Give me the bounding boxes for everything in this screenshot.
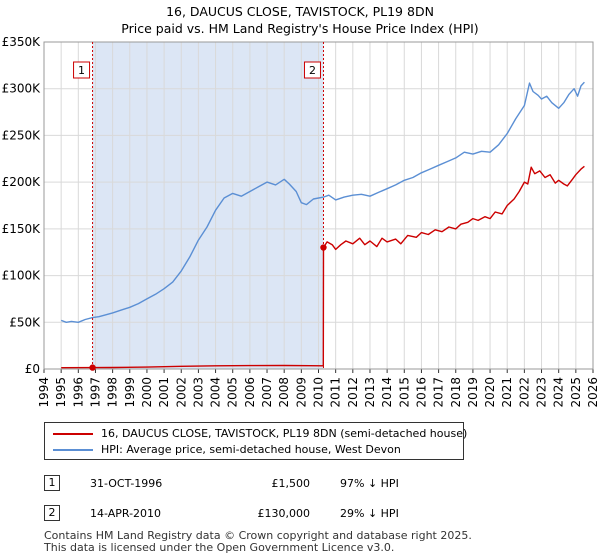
chart-area: £0 £50K £100K £150K £200K £250K £300K £350K 1994… — [2, 35, 600, 408]
sale-price: £130,000 — [257, 507, 311, 520]
y-tick-label: £0 — [25, 362, 40, 376]
x-tick-label: 2022 — [517, 377, 531, 408]
sale-hpi-comparison: 97% ↓ HPI — [340, 477, 399, 490]
y-tick-label: £150K — [2, 222, 42, 236]
x-tick-label: 1994 — [37, 377, 51, 408]
sale-point — [320, 244, 327, 251]
footer-line-2: This data is licensed under the Open Gov… — [44, 541, 395, 554]
sale-marker-label: 1 — [78, 64, 85, 77]
hpi-series-line — [60, 81, 585, 323]
sale-hpi-comparison: 29% ↓ HPI — [340, 507, 399, 520]
x-tick-label: 2008 — [277, 377, 291, 408]
sale-number: 2 — [44, 505, 60, 521]
x-tick-label: 2000 — [140, 377, 154, 408]
sale-marker-box — [73, 61, 91, 79]
x-tick-label: 2002 — [174, 377, 188, 408]
y-tick-label: £350K — [2, 35, 42, 49]
x-tick-label: 1996 — [71, 377, 85, 408]
x-tick-label: 1995 — [54, 377, 68, 408]
x-tick-label: 2010 — [312, 377, 326, 408]
x-tick-label: 2009 — [294, 377, 308, 408]
x-tick-label: 2013 — [363, 377, 377, 408]
sale-point — [89, 364, 96, 371]
x-tick-label: 2001 — [157, 377, 171, 408]
legend-swatch-red — [53, 433, 93, 435]
x-tick-label: 2021 — [500, 377, 514, 408]
x-tick-label: 2026 — [586, 377, 600, 408]
x-tick-label: 2011 — [329, 377, 343, 408]
sale-marker-label: 2 — [309, 64, 316, 77]
x-tick-label: 2016 — [414, 377, 428, 408]
x-tick-label: 2020 — [483, 377, 497, 408]
x-tick-label: 2025 — [569, 377, 583, 408]
legend: 16, DAUCUS CLOSE, TAVISTOCK, PL19 8DN (s… — [44, 422, 468, 460]
x-tick-label: 2005 — [226, 377, 240, 408]
footer-line-1: Contains HM Land Registry data © Crown c… — [44, 529, 472, 542]
x-tick-label: 2018 — [449, 377, 463, 408]
y-tick-label: £250K — [2, 128, 42, 142]
title-line-1: 16, DAUCUS CLOSE, TAVISTOCK, PL19 8DN — [166, 4, 434, 19]
sale-date: 31-OCT-1996 — [90, 477, 163, 490]
footer: Contains HM Land Registry data © Crown c… — [44, 530, 472, 554]
x-tick-label: 2006 — [243, 377, 257, 408]
x-tick-label: 2004 — [209, 377, 223, 408]
legend-label-price-paid: 16, DAUCUS CLOSE, TAVISTOCK, PL19 8DN (s… — [101, 427, 468, 440]
plot-border — [43, 41, 594, 370]
y-tick-label: £300K — [2, 82, 42, 96]
x-tick-label: 2017 — [432, 377, 446, 408]
sale-number: 1 — [44, 475, 60, 491]
shaded-ownership-period — [92, 42, 324, 369]
x-tick-label: 2014 — [380, 377, 394, 408]
sale-date: 14-APR-2010 — [90, 507, 162, 520]
x-tick-label: 1999 — [123, 377, 137, 408]
sale-price: £1,500 — [271, 477, 311, 490]
x-tick-label: 2024 — [552, 377, 566, 408]
y-tick-label: £50K — [9, 315, 41, 329]
x-tick-label: 2023 — [535, 377, 549, 408]
x-tick-label: 1997 — [88, 377, 102, 408]
sale-marker-box — [303, 61, 321, 79]
x-tick-label: 2003 — [191, 377, 205, 408]
y-tick-label: £100K — [2, 269, 42, 283]
x-tick-label: 2015 — [397, 377, 411, 408]
x-tick-label: 1998 — [106, 377, 120, 408]
x-tick-label: 2012 — [346, 377, 360, 408]
legend-swatch-blue — [53, 449, 93, 451]
y-tick-label: £200K — [2, 175, 42, 189]
chart-title: 16, DAUCUS CLOSE, TAVISTOCK, PL19 8DN Pr… — [0, 3, 600, 37]
x-tick-label: 2019 — [466, 377, 480, 408]
x-tick-label: 2007 — [260, 377, 274, 408]
title-line-2: Price paid vs. HM Land Registry's House … — [121, 21, 479, 36]
legend-label-hpi: HPI: Average price, semi-detached house,… — [101, 443, 401, 456]
